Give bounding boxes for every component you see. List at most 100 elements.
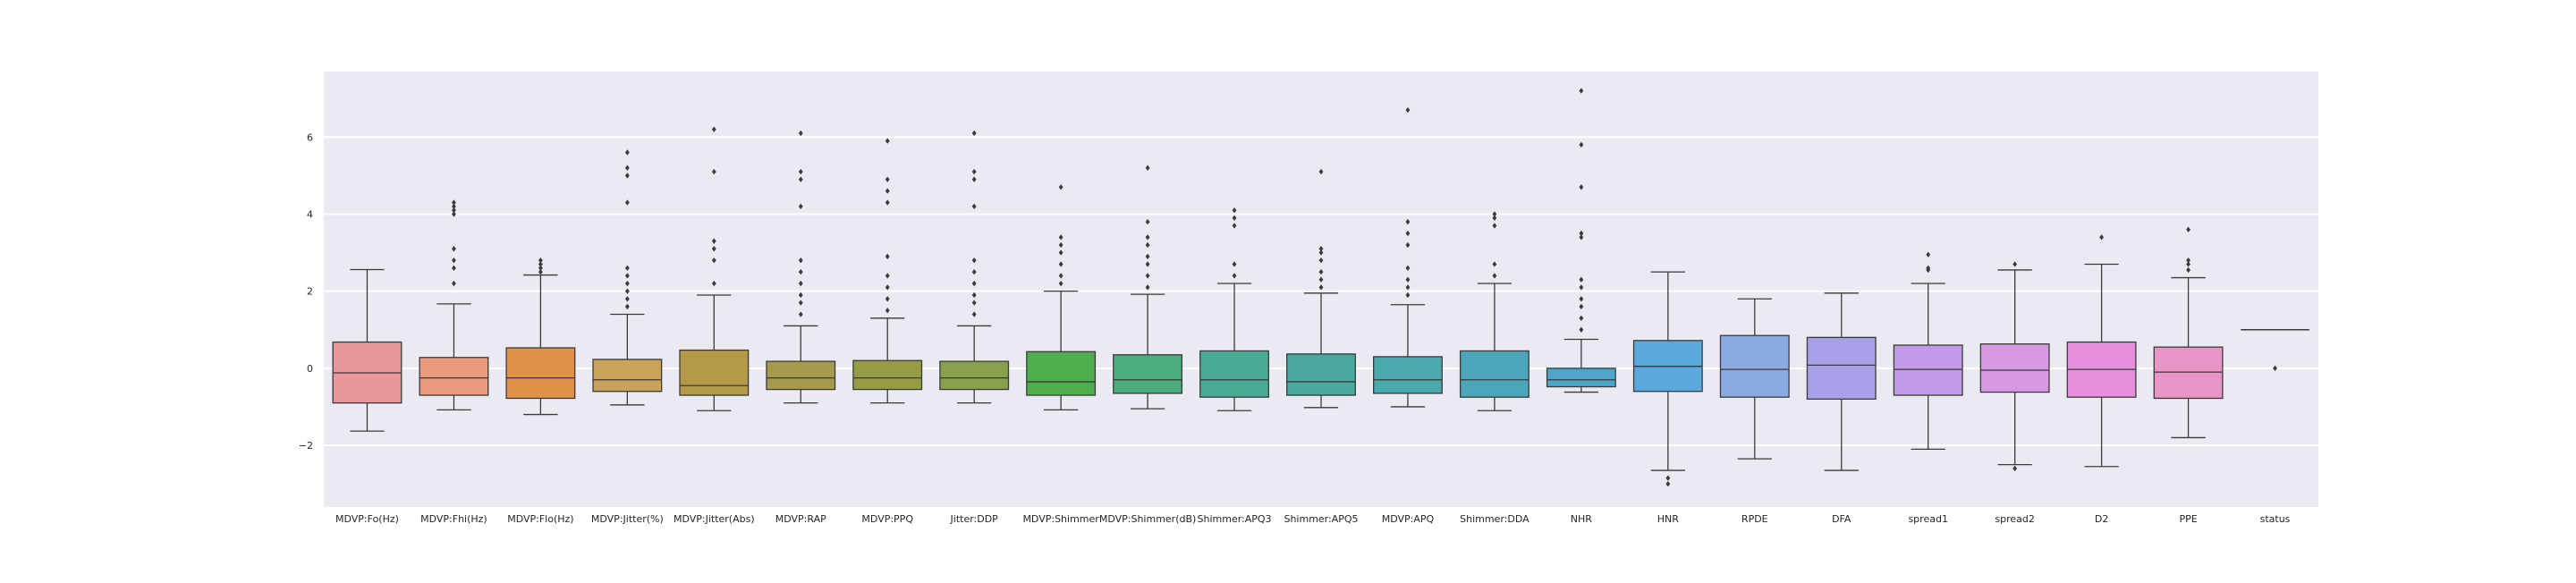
iqr-box [505, 347, 576, 400]
outlier-point [885, 253, 890, 260]
outlier-point [624, 265, 630, 271]
outlier-point [1579, 296, 1584, 302]
x-tick-label: Shimmer:APQ3 [1198, 513, 1272, 525]
outlier-point [711, 168, 716, 175]
outlier-point [885, 296, 890, 302]
iqr-box [939, 360, 1010, 391]
x-tick-label: MDVP:Jitter(%) [591, 513, 664, 525]
outlier-point [538, 265, 543, 271]
outlier-point [624, 273, 630, 279]
outlier-point [711, 246, 716, 252]
outlier-point [1579, 276, 1584, 283]
iqr-box [419, 357, 489, 396]
x-tick-label: status [2260, 513, 2291, 525]
box-12 [1286, 168, 1356, 409]
outlier-point [711, 280, 716, 287]
outlier-point [885, 284, 890, 291]
outlier-point [798, 268, 803, 275]
box-23 [2241, 329, 2309, 372]
outlier-point [1058, 234, 1063, 241]
outlier-point [1145, 218, 1150, 225]
outlier-point [1145, 284, 1150, 291]
x-tick-label: Shimmer:APQ5 [1284, 513, 1358, 525]
box-22 [2153, 226, 2224, 439]
x-tick-label: RPDE [1741, 513, 1768, 525]
outlier-point [2099, 234, 2105, 241]
outlier-point [885, 188, 890, 194]
box-2 [419, 199, 489, 411]
outlier-point [798, 168, 803, 175]
outlier-point [885, 199, 890, 206]
y-tick-label: 0 [307, 363, 313, 375]
outlier-point [624, 280, 630, 287]
box-10 [1113, 165, 1183, 410]
outlier-point [624, 199, 630, 206]
outlier-point [1232, 207, 1237, 214]
iqr-box [1373, 356, 1443, 394]
outlier-point [1232, 273, 1237, 279]
outlier-point [1665, 475, 1671, 481]
box-20 [1979, 261, 2050, 472]
outlier-point [1405, 230, 1411, 237]
outlier-point [1145, 234, 1150, 241]
y-tick-label: −2 [299, 440, 313, 452]
outlier-point [1405, 292, 1411, 299]
outlier-point [971, 176, 977, 182]
outlier-point [971, 292, 977, 299]
outlier-point [452, 207, 456, 214]
outlier-point [971, 311, 977, 317]
x-tick-label: PPE [2179, 513, 2197, 525]
outlier-point [452, 246, 456, 252]
outlier-point [452, 257, 456, 264]
x-tick-label: spread2 [1995, 513, 2034, 525]
outlier-point [1405, 218, 1411, 225]
iqr-box [1979, 343, 2050, 393]
outlier-point [1318, 249, 1324, 256]
outlier-point [624, 165, 630, 171]
outlier-point [2186, 261, 2190, 267]
box-19 [1893, 251, 1963, 451]
iqr-box [852, 359, 923, 391]
outlier-point [798, 311, 803, 317]
outlier-point [2012, 261, 2018, 267]
outlier-point [971, 168, 977, 175]
box-5 [679, 126, 750, 411]
outlier-point [538, 257, 543, 264]
y-tick-label: 6 [307, 131, 313, 143]
outlier-point [1405, 284, 1411, 291]
iqr-box [766, 360, 836, 391]
box-1 [332, 268, 402, 432]
iqr-box [592, 359, 663, 393]
box-4 [592, 149, 663, 406]
outlier-point [1058, 261, 1063, 267]
iqr-box [1199, 350, 1269, 398]
outlier-point [798, 257, 803, 264]
outlier-point [711, 238, 716, 244]
outlier-point [885, 138, 890, 144]
outlier-point [798, 300, 803, 306]
outlier-point [1492, 223, 1497, 229]
outlier-point [624, 149, 630, 156]
outlier-point [452, 211, 456, 217]
x-tick-label: Shimmer:DDA [1460, 513, 1530, 525]
box-6 [766, 130, 836, 404]
outlier-point [1318, 168, 1324, 175]
iqr-box [679, 349, 750, 396]
outlier-point [1579, 184, 1584, 190]
x-tick-label: Jitter:DDP [950, 513, 999, 525]
outlier-point [971, 300, 977, 306]
outlier-point [1492, 273, 1497, 279]
outlier-point [1492, 261, 1497, 267]
outlier-point [452, 203, 456, 210]
outlier-point [2012, 465, 2018, 472]
outlier-point [2186, 257, 2190, 264]
outlier-point [1318, 246, 1324, 252]
outlier-point [1579, 230, 1584, 237]
outlier-point [798, 280, 803, 287]
outlier-point [885, 273, 890, 279]
outlier-point [971, 130, 977, 137]
outlier-point [452, 199, 456, 206]
box-8 [939, 130, 1010, 404]
outlier-point [711, 126, 716, 132]
